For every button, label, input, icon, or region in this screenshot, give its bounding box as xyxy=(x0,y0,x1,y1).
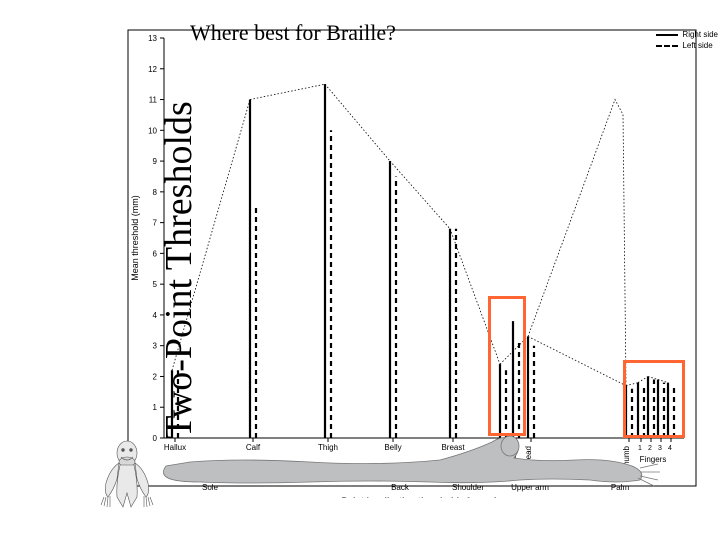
svg-text:Mean threshold (mm): Mean threshold (mm) xyxy=(130,195,140,281)
svg-text:3: 3 xyxy=(658,445,662,452)
svg-text:Back: Back xyxy=(391,483,410,492)
svg-text:Hallux: Hallux xyxy=(164,443,186,452)
svg-text:13: 13 xyxy=(148,34,157,43)
svg-text:Shoulder: Shoulder xyxy=(452,483,484,492)
highlight-box-2 xyxy=(623,360,685,438)
svg-text:Belly: Belly xyxy=(384,443,401,452)
svg-text:Fingers: Fingers xyxy=(640,455,667,464)
svg-text:1: 1 xyxy=(638,445,642,452)
side-title: Two-Point Thresholds xyxy=(157,101,201,439)
svg-text:Palm: Palm xyxy=(611,483,630,492)
homunculus-icon xyxy=(92,435,162,510)
legend-line-left xyxy=(656,45,678,47)
svg-text:4: 4 xyxy=(668,445,672,452)
legend-line-right xyxy=(656,34,678,36)
question-title: Where best for Braille? xyxy=(190,20,396,46)
legend-label-right: Right side xyxy=(682,30,718,39)
svg-text:2: 2 xyxy=(648,445,652,452)
legend: Right side Left side xyxy=(656,30,718,52)
highlight-box-1 xyxy=(488,296,526,436)
svg-text:Upper arm: Upper arm xyxy=(511,483,549,492)
svg-text:12: 12 xyxy=(148,65,157,74)
svg-text:Point localization thresholds: Point localization thresholds for males xyxy=(341,496,506,498)
threshold-chart: 012345678910111213Mean threshold (mm)Hal… xyxy=(120,18,700,498)
svg-text:Sole: Sole xyxy=(202,483,219,492)
legend-label-left: Left side xyxy=(682,41,712,50)
svg-text:Thigh: Thigh xyxy=(318,443,338,452)
svg-text:Calf: Calf xyxy=(246,443,261,452)
svg-text:Breast: Breast xyxy=(441,443,465,452)
